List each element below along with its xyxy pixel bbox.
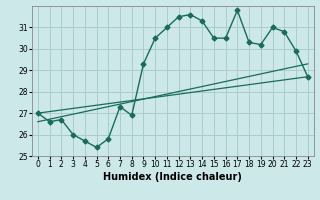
X-axis label: Humidex (Indice chaleur): Humidex (Indice chaleur) xyxy=(103,172,242,182)
